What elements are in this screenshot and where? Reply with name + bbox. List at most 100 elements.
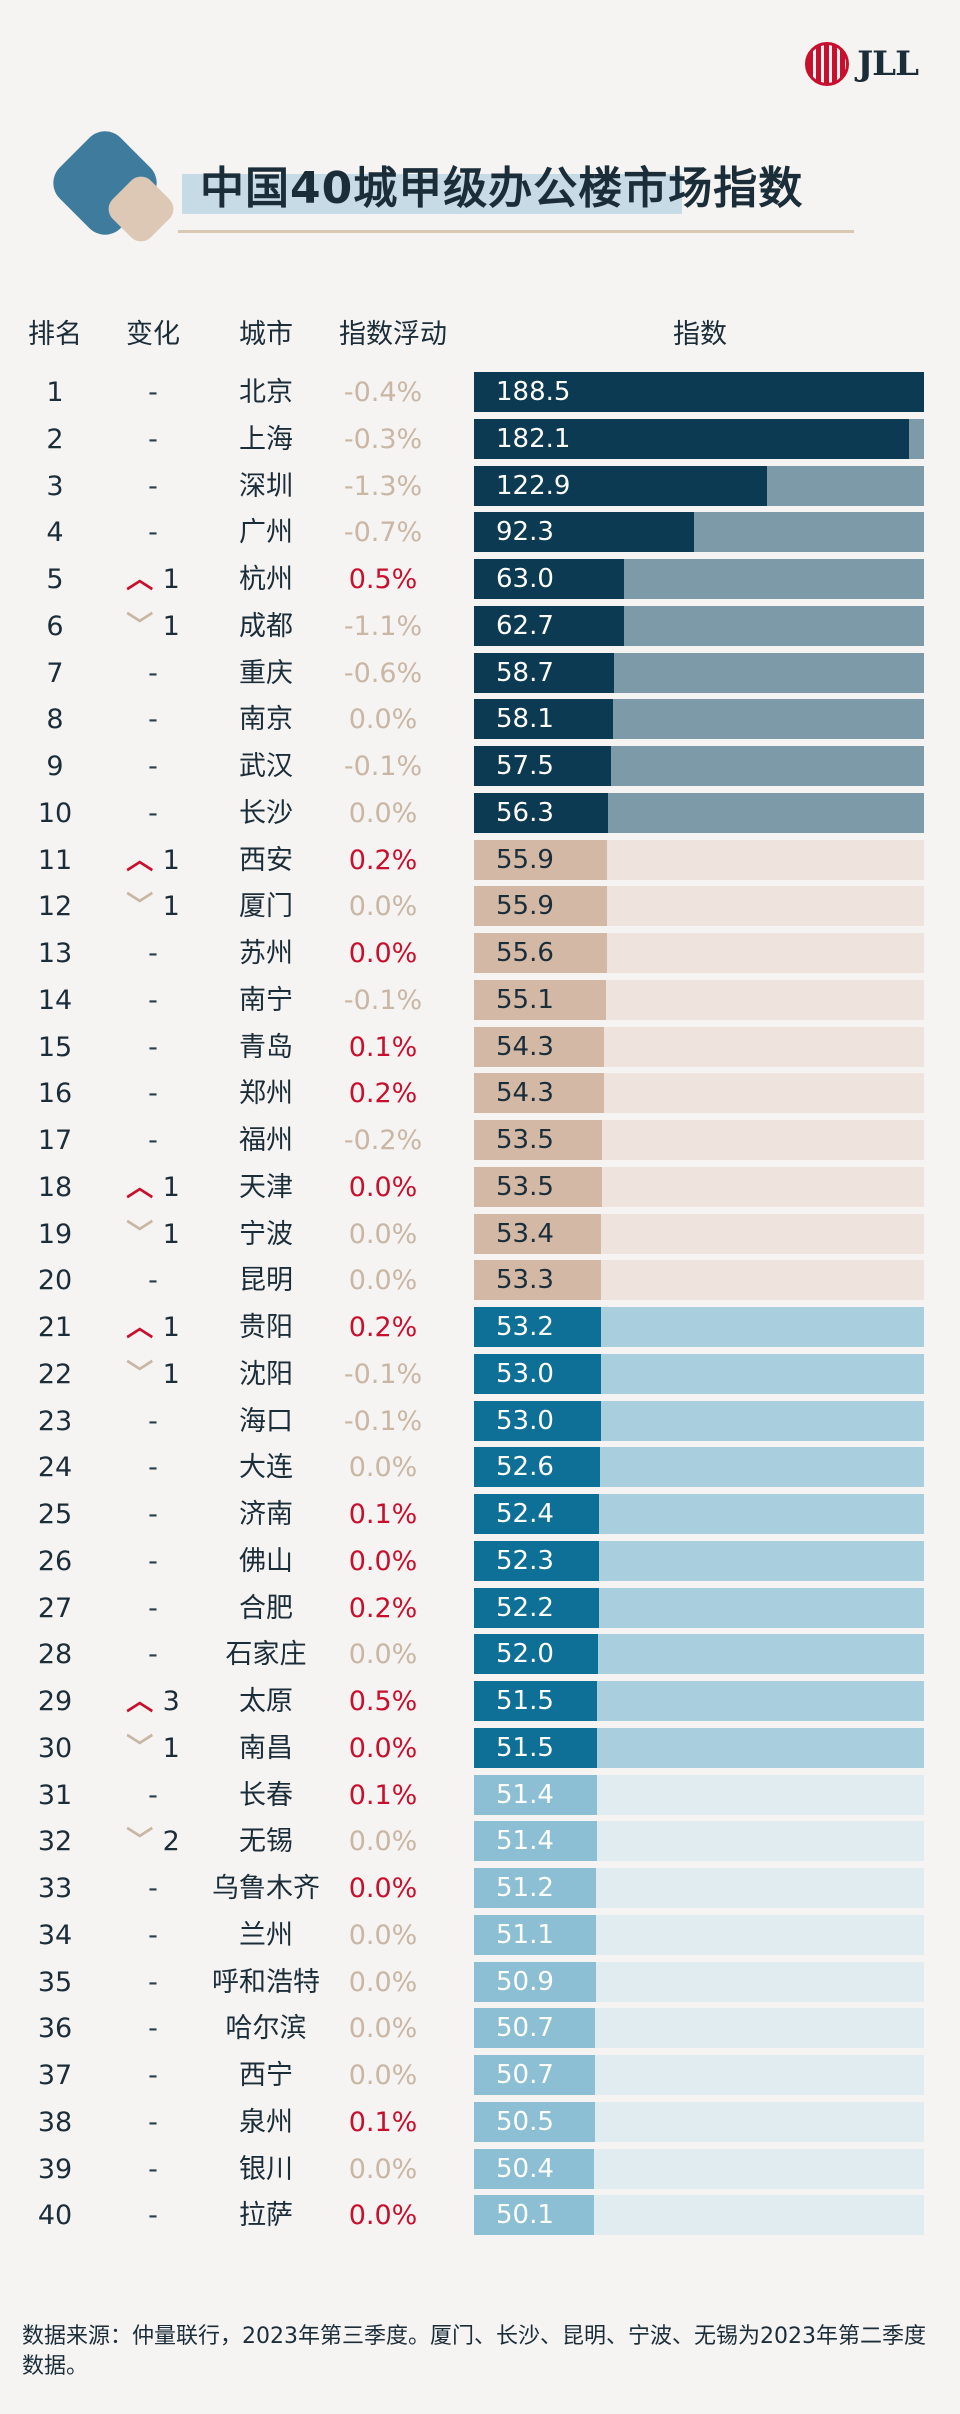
rank-value: 40 xyxy=(37,2200,73,2232)
index-bar xyxy=(474,1307,601,1347)
rank-change: ﹀ 1 xyxy=(108,604,198,650)
header-change: 变化 xyxy=(126,319,180,350)
rank-value: 35 xyxy=(37,1966,73,1998)
index-value-label: 56.3 xyxy=(496,797,554,828)
rank-change: - xyxy=(108,370,198,416)
table-row: 2 - 上海 -0.3% 182.1 xyxy=(0,417,960,464)
city-name: 天津 xyxy=(239,1171,293,1203)
rank-change: ︿ 1 xyxy=(108,557,198,603)
rank-change: - xyxy=(108,1445,198,1491)
index-bar-track: 122.9 xyxy=(474,465,924,506)
table-row: 19 ﹀ 1 宁波 0.0% 53.4 xyxy=(0,1212,960,1259)
city-name: 北京 xyxy=(239,377,293,408)
arrow-up-icon: ︿ xyxy=(126,1312,163,1343)
index-bar xyxy=(474,559,624,599)
rank-value: 13 xyxy=(37,938,73,969)
city-name: 上海 xyxy=(239,423,293,455)
rank-value: 32 xyxy=(37,1826,73,1858)
index-value-label: 50.5 xyxy=(496,2106,554,2137)
table-row: 36 - 哈尔滨 0.0% 50.7 xyxy=(0,2006,960,2053)
arrow-down-icon: ﹀ xyxy=(126,1826,163,1858)
index-bar-track: 53.5 xyxy=(474,1166,924,1207)
index-change-pct: 0.1% xyxy=(348,2106,418,2138)
index-bar xyxy=(474,2008,595,2049)
index-bar xyxy=(474,652,614,693)
index-bar-track: 188.5 xyxy=(474,372,924,412)
city-name: 西宁 xyxy=(239,2060,293,2091)
table-row: 16 - 郑州 0.2% 54.3 xyxy=(0,1071,960,1118)
index-value-label: 188.5 xyxy=(496,377,571,407)
rank-change-value: 3 xyxy=(162,1686,180,1717)
city-name: 无锡 xyxy=(239,1826,293,1858)
index-value-label: 52.6 xyxy=(496,1452,554,1483)
rank-change-value: 1 xyxy=(162,564,180,595)
rank-value: 20 xyxy=(37,1265,73,1297)
index-change-pct: -0.7% xyxy=(343,517,423,549)
rank-change: - xyxy=(108,2193,198,2239)
index-change-pct: 0.5% xyxy=(348,564,418,595)
table-row: 31 - 长春 0.1% 51.4 xyxy=(0,1773,960,1820)
rank-value: 18 xyxy=(37,1171,73,1203)
rank-change-value: 1 xyxy=(162,1218,180,1250)
city-name: 郑州 xyxy=(239,1078,293,1110)
rank-change: - xyxy=(108,1586,198,1632)
index-value-label: 52.3 xyxy=(496,1545,554,1576)
index-change-pct: 0.0% xyxy=(348,1966,418,1998)
index-bar xyxy=(474,1120,602,1160)
index-bar-track: 56.3 xyxy=(474,792,924,833)
index-bar-track: 52.3 xyxy=(474,1540,924,1581)
city-name: 银川 xyxy=(239,2153,293,2185)
table-row: 21 ︿ 1 贵阳 0.2% 53.2 xyxy=(0,1305,960,1352)
index-value-label: 52.2 xyxy=(496,1592,554,1623)
rank-value: 25 xyxy=(37,1499,73,1530)
index-bar xyxy=(474,1961,596,2002)
rank-value: 7 xyxy=(46,657,64,689)
rank-value: 22 xyxy=(37,1358,73,1390)
rank-change: ︿ 1 xyxy=(108,1305,198,1351)
index-value-label: 55.1 xyxy=(496,984,554,1015)
city-name: 海口 xyxy=(239,1405,293,1437)
table-row: 32 ﹀ 2 无锡 0.0% 51.4 xyxy=(0,1819,960,1866)
header-pct: 指数浮动 xyxy=(339,319,447,350)
index-change-pct: 0.0% xyxy=(348,1171,418,1203)
no-change-dash: - xyxy=(148,657,158,689)
index-value-label: 53.5 xyxy=(496,1171,554,1202)
city-name: 福州 xyxy=(239,1125,293,1156)
rank-change: - xyxy=(108,1913,198,1959)
no-change-dash: - xyxy=(148,1265,158,1297)
rank-value: 14 xyxy=(37,984,73,1016)
rank-value: 39 xyxy=(37,2153,73,2185)
no-change-dash: - xyxy=(148,1873,158,1904)
index-bar-track: 51.1 xyxy=(474,1914,924,1955)
index-change-pct: 0.1% xyxy=(348,1499,418,1530)
rank-value: 9 xyxy=(46,751,64,782)
no-change-dash: - xyxy=(148,2106,158,2138)
rank-change: - xyxy=(108,2147,198,2193)
rank-change-value: 2 xyxy=(162,1826,180,1858)
index-change-pct: 0.0% xyxy=(348,2060,418,2091)
index-bar-track: 52.0 xyxy=(474,1634,924,1675)
rank-change: ︿ 1 xyxy=(108,838,198,884)
rank-value: 11 xyxy=(37,844,73,876)
index-bar-track: 53.2 xyxy=(474,1307,924,1347)
index-bar-track: 55.9 xyxy=(474,886,924,927)
index-bar xyxy=(474,1727,597,1768)
rank-value: 29 xyxy=(37,1686,73,1717)
table-row: 26 - 佛山 0.0% 52.3 xyxy=(0,1539,960,1586)
index-value-label: 55.9 xyxy=(496,891,554,922)
index-bar xyxy=(474,1260,601,1301)
city-name: 厦门 xyxy=(239,891,293,923)
rank-change: - xyxy=(108,464,198,510)
rank-value: 17 xyxy=(37,1125,73,1156)
index-bar xyxy=(474,512,694,553)
index-bar xyxy=(474,1634,598,1675)
index-change-pct: -1.1% xyxy=(343,610,423,642)
index-bar-track: 52.2 xyxy=(474,1587,924,1628)
index-bar xyxy=(474,1073,604,1114)
no-change-dash: - xyxy=(148,470,158,502)
city-name: 深圳 xyxy=(239,470,293,502)
index-bar xyxy=(474,605,624,646)
index-change-pct: -0.1% xyxy=(343,751,423,782)
index-bar-track: 57.5 xyxy=(474,746,924,786)
no-change-dash: - xyxy=(148,2013,158,2045)
